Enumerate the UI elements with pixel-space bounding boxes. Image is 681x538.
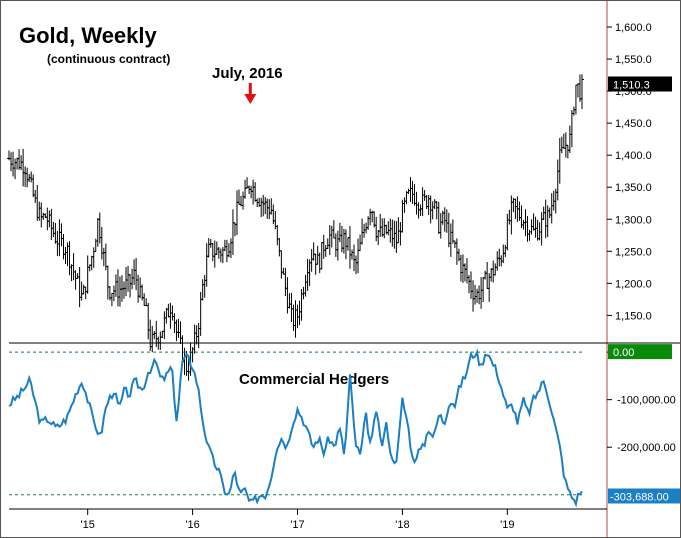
x-tick-label: '19	[500, 519, 514, 531]
x-tick-label: '18	[395, 519, 409, 531]
hedgers-title: Commercial Hedgers	[239, 371, 389, 388]
price-y-tick-label: 1,350.0	[615, 182, 652, 194]
annotation-label: July, 2016	[212, 65, 283, 82]
last-price-label: 1,510.3	[613, 79, 650, 91]
price-y-tick-label: 1,250.0	[615, 246, 652, 258]
x-tick-label: '15	[81, 519, 95, 531]
x-tick-label: '16	[185, 519, 199, 531]
chart-title: Gold, Weekly	[19, 23, 158, 48]
price-y-tick-label: 1,550.0	[615, 54, 652, 66]
price-y-tick-label: 1,400.0	[615, 150, 652, 162]
hedgers-series-line	[8, 348, 583, 508]
price-y-tick-label: 1,600.0	[615, 22, 652, 34]
last-value-badge	[608, 488, 680, 504]
price-y-tick-label: 1,300.0	[615, 214, 652, 226]
x-tick-label: '17	[290, 519, 304, 531]
chart-subtitle: (continuous contract)	[47, 52, 170, 66]
price-y-tick-label: 1,150.0	[615, 310, 652, 322]
hedgers-y-tick-label: -100,000.00	[617, 395, 676, 407]
price-y-tick-label: 1,450.0	[615, 118, 652, 130]
hedgers-y-tick-label: -200,000.00	[617, 442, 676, 454]
zero-badge-label: 0.00	[613, 347, 634, 359]
price-y-tick-label: 1,200.0	[615, 278, 652, 290]
zero-badge	[608, 344, 672, 360]
last-price-badge	[608, 76, 672, 92]
annotation-arrow-head	[244, 94, 257, 104]
last-value-label: -303,688.00	[610, 491, 669, 503]
